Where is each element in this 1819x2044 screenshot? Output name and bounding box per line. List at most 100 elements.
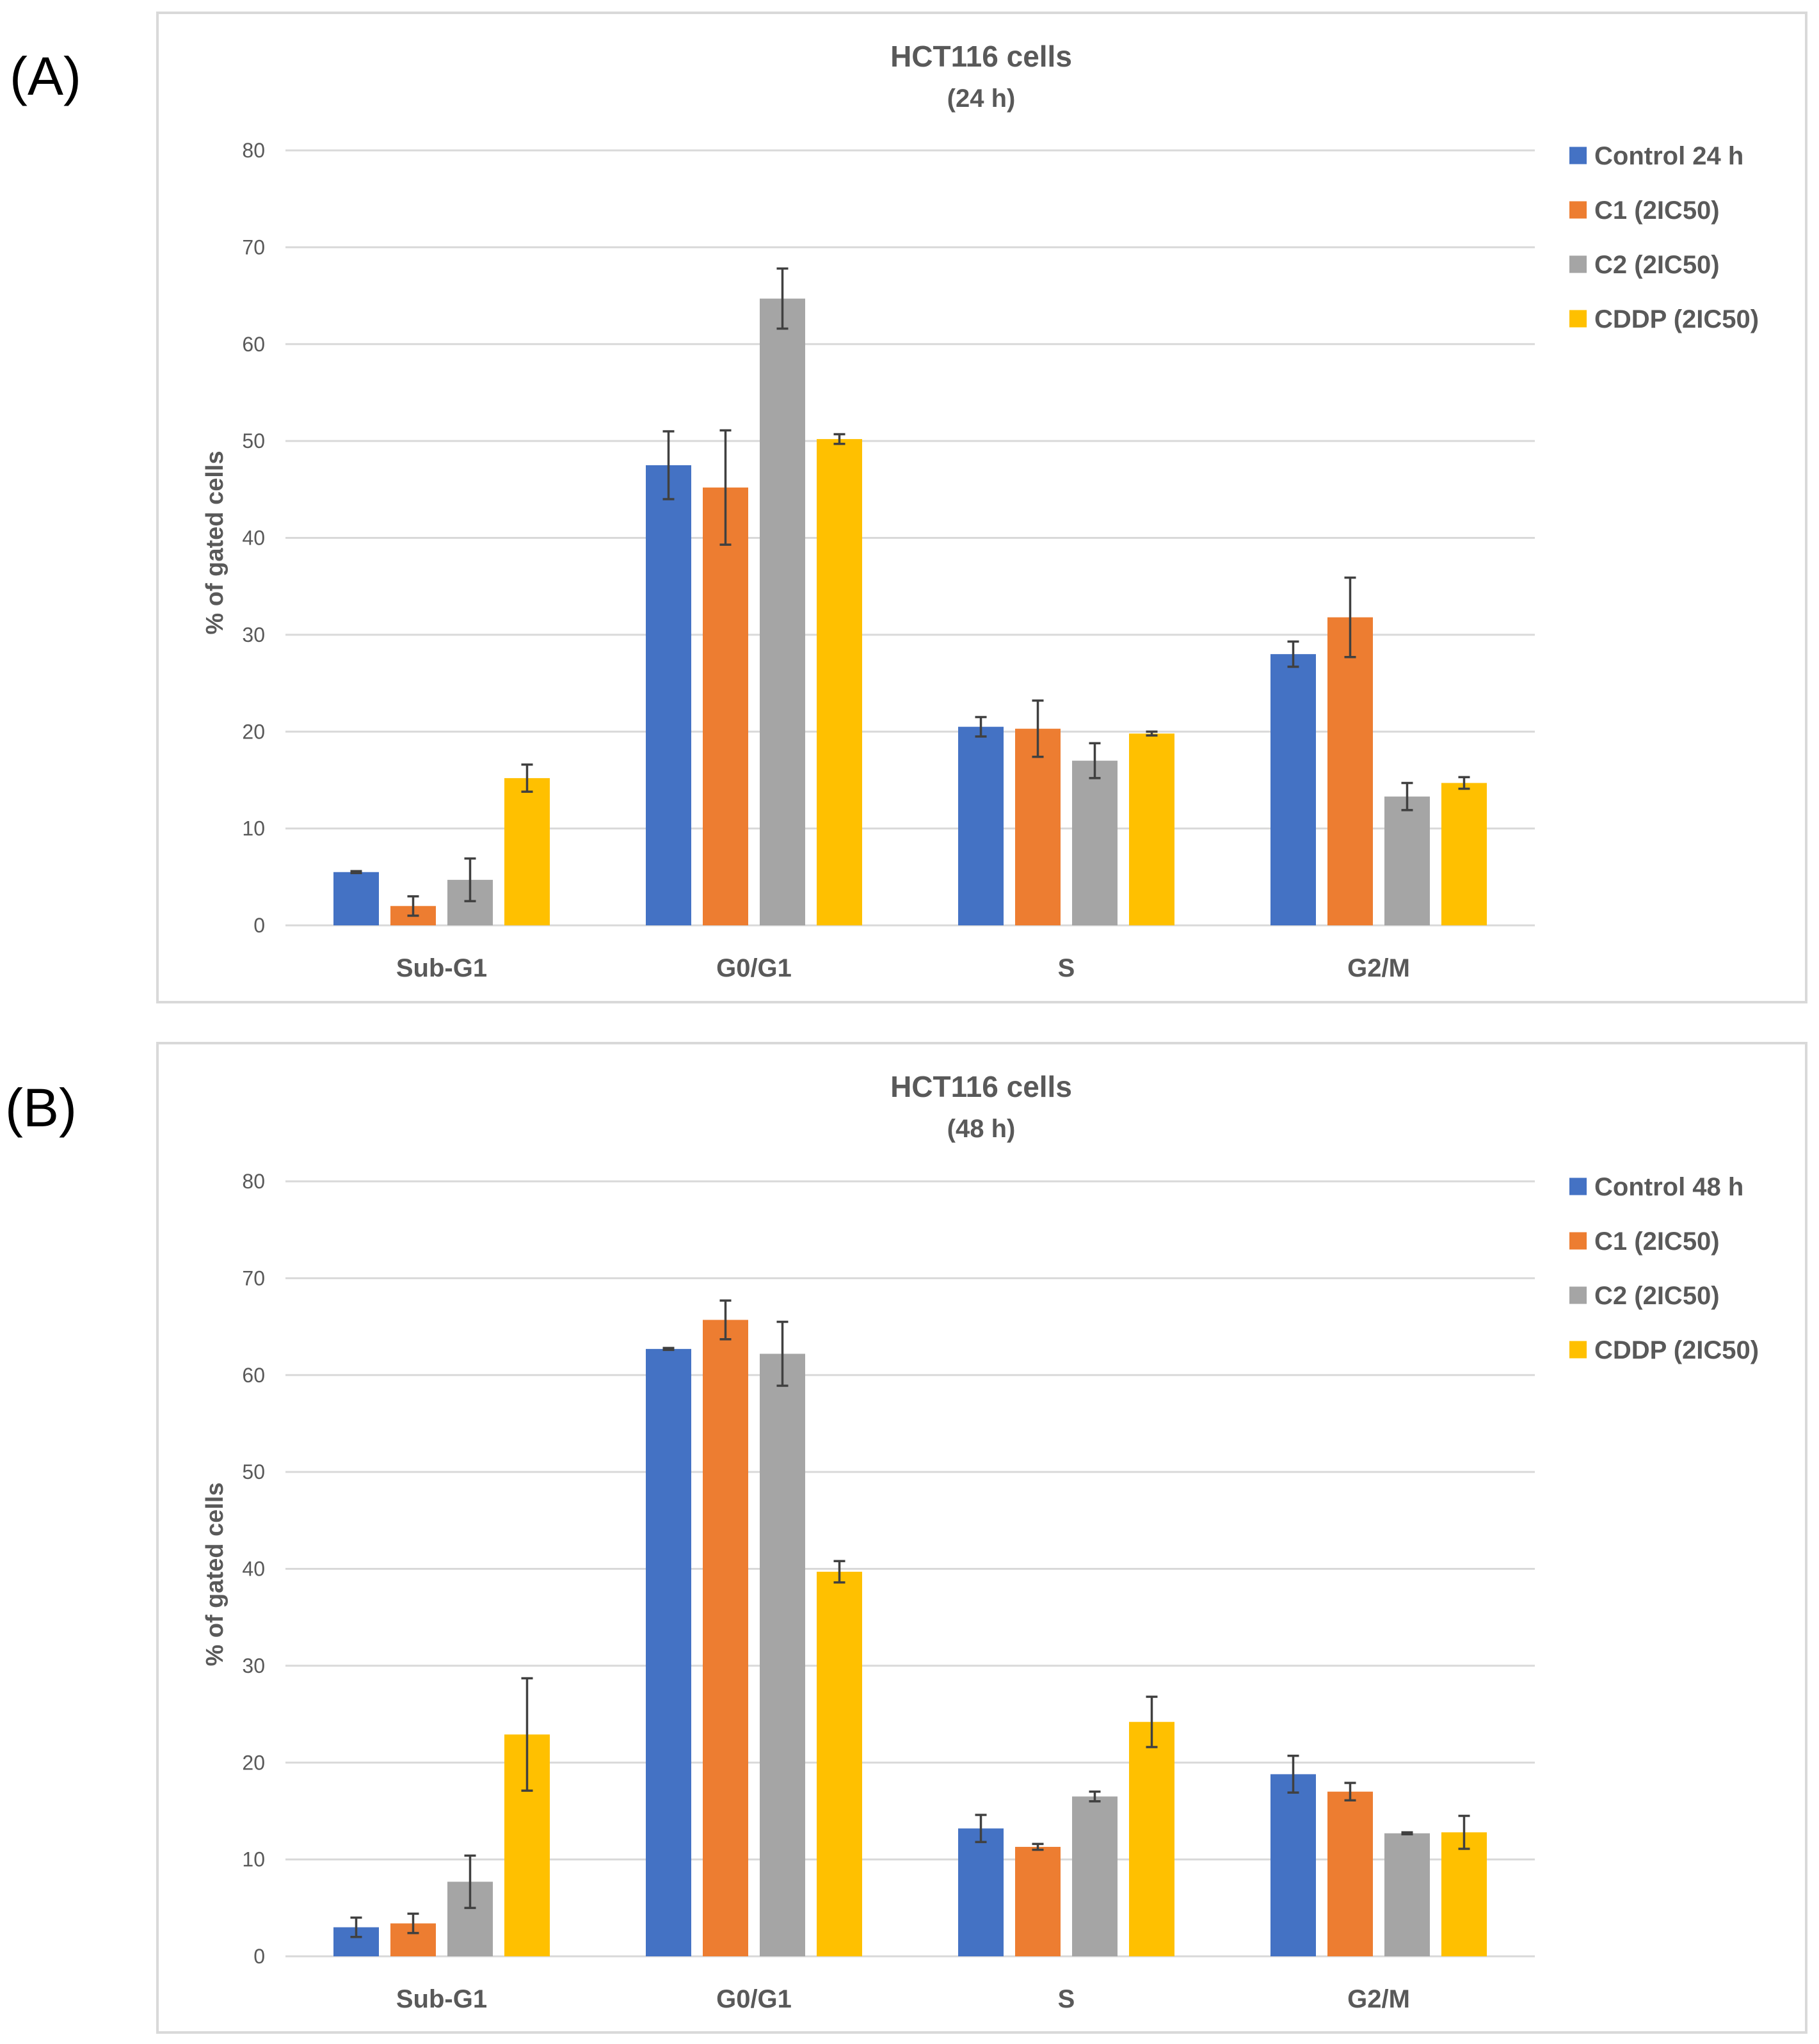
bars-a [333, 298, 1487, 925]
error-bar [719, 1299, 732, 1341]
bar [760, 1353, 805, 1956]
error-bar [1032, 699, 1044, 758]
y-tick-label: 30 [242, 623, 265, 646]
bar [958, 1828, 1004, 1956]
error-bar [1287, 640, 1299, 668]
error-bar [975, 1814, 987, 1844]
bar [1015, 1846, 1061, 1956]
x-tick-label: S [1058, 1985, 1075, 2013]
error-bar [1458, 776, 1470, 790]
error-bar [407, 895, 419, 917]
error-bar [662, 430, 675, 500]
panel-label-a: (A) [10, 46, 81, 106]
bar [1327, 617, 1373, 925]
y-tick-label: 10 [242, 1848, 265, 1871]
bar [1327, 1791, 1373, 1956]
chart-title-b: HCT116 cells [890, 1070, 1072, 1103]
x-tick-label: G2/M [1347, 1985, 1410, 2013]
x-ticks-a: Sub-G1 G0/G1 S G2/M [396, 954, 1410, 982]
bar [958, 726, 1004, 925]
legend-label: C2 (2IC50) [1594, 251, 1720, 279]
bar [1072, 1796, 1118, 1956]
chart-panel-b: (B) HCT116 cells (48 h) % of gated cells… [5, 1042, 1807, 2034]
error-bar [776, 1320, 789, 1387]
error-bar [776, 267, 789, 330]
legend-a: Control 24 h C1 (2IC50) C2 (2IC50) CDDP (2I… [1569, 142, 1759, 333]
bar [1441, 783, 1487, 925]
bar [1015, 728, 1061, 925]
legend-label: CDDP (2IC50) [1594, 1336, 1759, 1364]
legend-b: Control 48 h C1 (2IC50) C2 (2IC50) CDDP (2I… [1569, 1173, 1759, 1364]
bar [1129, 733, 1174, 925]
legend-swatch [1569, 255, 1587, 273]
bar [646, 465, 691, 925]
error-bar [975, 715, 987, 738]
error-bar [1287, 1754, 1299, 1794]
legend-swatch [1569, 147, 1587, 164]
gridlines-a: 0 10 20 30 40 50 60 70 80 [242, 139, 1535, 937]
bar [333, 872, 379, 925]
error-bar [662, 1346, 675, 1352]
legend-swatch [1569, 201, 1587, 219]
y-tick-label: 70 [242, 236, 265, 259]
x-tick-label: G0/G1 [716, 954, 792, 982]
y-tick-label: 10 [242, 817, 265, 840]
error-bar [1401, 781, 1413, 811]
bar [1384, 1833, 1430, 1956]
error-bar [1032, 1842, 1044, 1851]
error-bar [521, 763, 533, 793]
error-bar [464, 1854, 476, 1910]
y-tick-label: 20 [242, 1751, 265, 1774]
x-tick-label: Sub-G1 [396, 1985, 487, 2013]
bar [1270, 654, 1316, 925]
legend-label: CDDP (2IC50) [1594, 305, 1759, 333]
bar [1270, 1774, 1316, 1956]
bar [646, 1348, 691, 1956]
bar [1072, 760, 1118, 925]
legend-label: Control 24 h [1594, 142, 1743, 170]
error-bar [1401, 1831, 1413, 1836]
bar [703, 487, 748, 925]
chart-title-a: HCT116 cells [890, 40, 1072, 73]
error-bar [350, 870, 362, 875]
y-tick-label: 80 [242, 139, 265, 162]
y-tick-label: 60 [242, 333, 265, 356]
error-bar [1089, 1790, 1101, 1803]
error-bar [1344, 1782, 1356, 1802]
y-tick-label: 30 [242, 1654, 265, 1677]
x-tick-label: G2/M [1347, 954, 1410, 982]
legend-swatch [1569, 310, 1587, 328]
bar [1129, 1721, 1174, 1956]
legend-label: C2 (2IC50) [1594, 1282, 1720, 1310]
error-bar [1146, 1695, 1158, 1748]
bars-b [333, 1320, 1487, 1956]
error-bar [1146, 730, 1158, 737]
y-tick-label: 40 [242, 1558, 265, 1581]
y-axis-label-b: % of gated cells [202, 1482, 228, 1666]
chart-subtitle-b: (48 h) [947, 1115, 1016, 1143]
bar [703, 1320, 748, 1956]
bar [817, 1572, 862, 1956]
legend-label: C1 (2IC50) [1594, 1227, 1720, 1256]
error-bar [833, 433, 845, 445]
error-bars-b [350, 1299, 1470, 1938]
legend-swatch [1569, 1178, 1587, 1195]
legend-label: Control 48 h [1594, 1173, 1743, 1201]
error-bar [1089, 742, 1101, 779]
y-tick-label: 60 [242, 1364, 265, 1387]
error-bar [464, 857, 476, 902]
bar [817, 439, 862, 925]
error-bar [1344, 576, 1356, 659]
legend-swatch [1569, 1341, 1587, 1359]
x-tick-label: G0/G1 [716, 1985, 792, 2013]
error-bar [719, 429, 732, 546]
y-tick-label: 80 [242, 1170, 265, 1193]
legend-swatch [1569, 1232, 1587, 1250]
bar [504, 778, 550, 925]
y-tick-label: 40 [242, 527, 265, 550]
gridlines-b: 0 10 20 30 40 50 60 70 80 [242, 1170, 1535, 1968]
bar [1384, 796, 1430, 925]
x-ticks-b: Sub-G1 G0/G1 S G2/M [396, 1985, 1410, 2013]
y-tick-label: 70 [242, 1266, 265, 1289]
